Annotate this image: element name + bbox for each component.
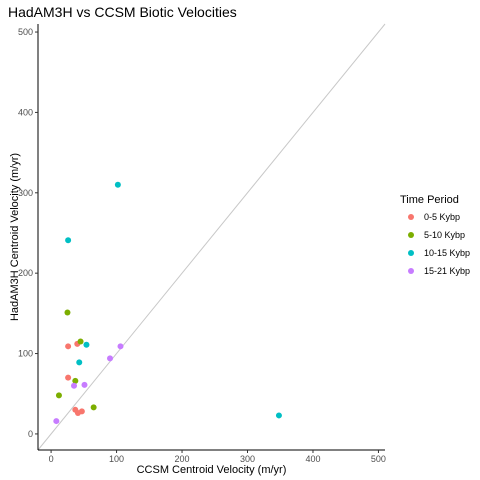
x-tick-label: 0	[49, 454, 54, 464]
data-point	[65, 237, 71, 243]
x-tick-label: 100	[109, 454, 124, 464]
data-point	[83, 342, 89, 348]
data-points	[53, 182, 282, 424]
data-point	[107, 355, 113, 361]
legend-key	[408, 214, 414, 220]
data-point	[76, 359, 82, 365]
legend-label: 10-15 Kybp	[424, 248, 470, 258]
legend-key	[408, 232, 414, 238]
x-tick-label: 200	[175, 454, 190, 464]
y-tick-label: 0	[28, 429, 33, 439]
data-point	[56, 392, 62, 398]
y-tick-label: 100	[18, 349, 33, 359]
x-axis-ticks: 0 100 200 300 400 500	[49, 450, 386, 464]
data-point	[65, 375, 71, 381]
y-tick-label: 400	[18, 107, 33, 117]
chart-title: HadAM3H vs CCSM Biotic Velocities	[8, 4, 237, 20]
legend-key	[408, 250, 414, 256]
x-tick-label: 400	[305, 454, 320, 464]
x-tick-label: 500	[371, 454, 386, 464]
reference-line-y-equals-x	[38, 24, 385, 450]
x-axis-label: CCSM Centroid Velocity (m/yr)	[137, 464, 287, 476]
data-point	[71, 383, 77, 389]
data-point	[91, 404, 97, 410]
legend-label: 5-10 Kybp	[424, 230, 465, 240]
data-point	[53, 418, 59, 424]
x-tick-label: 300	[240, 454, 255, 464]
data-point	[65, 343, 71, 349]
data-point	[78, 338, 84, 344]
data-point	[81, 382, 87, 388]
data-point	[79, 408, 85, 414]
data-point	[64, 310, 70, 316]
y-axis-label: HadAM3H Centroid Velocity (m/yr)	[9, 153, 21, 321]
data-point	[117, 343, 123, 349]
legend: Time Period 0-5 Kybp 5-10 Kybp 10-15 Kybp 1…	[400, 194, 470, 276]
legend-title: Time Period	[400, 194, 459, 206]
data-point	[276, 412, 282, 418]
legend-label: 0-5 Kybp	[424, 212, 460, 222]
data-point	[115, 182, 121, 188]
legend-key	[408, 268, 414, 274]
y-tick-label: 500	[18, 27, 33, 37]
legend-label: 15-21 Kybp	[424, 266, 470, 276]
